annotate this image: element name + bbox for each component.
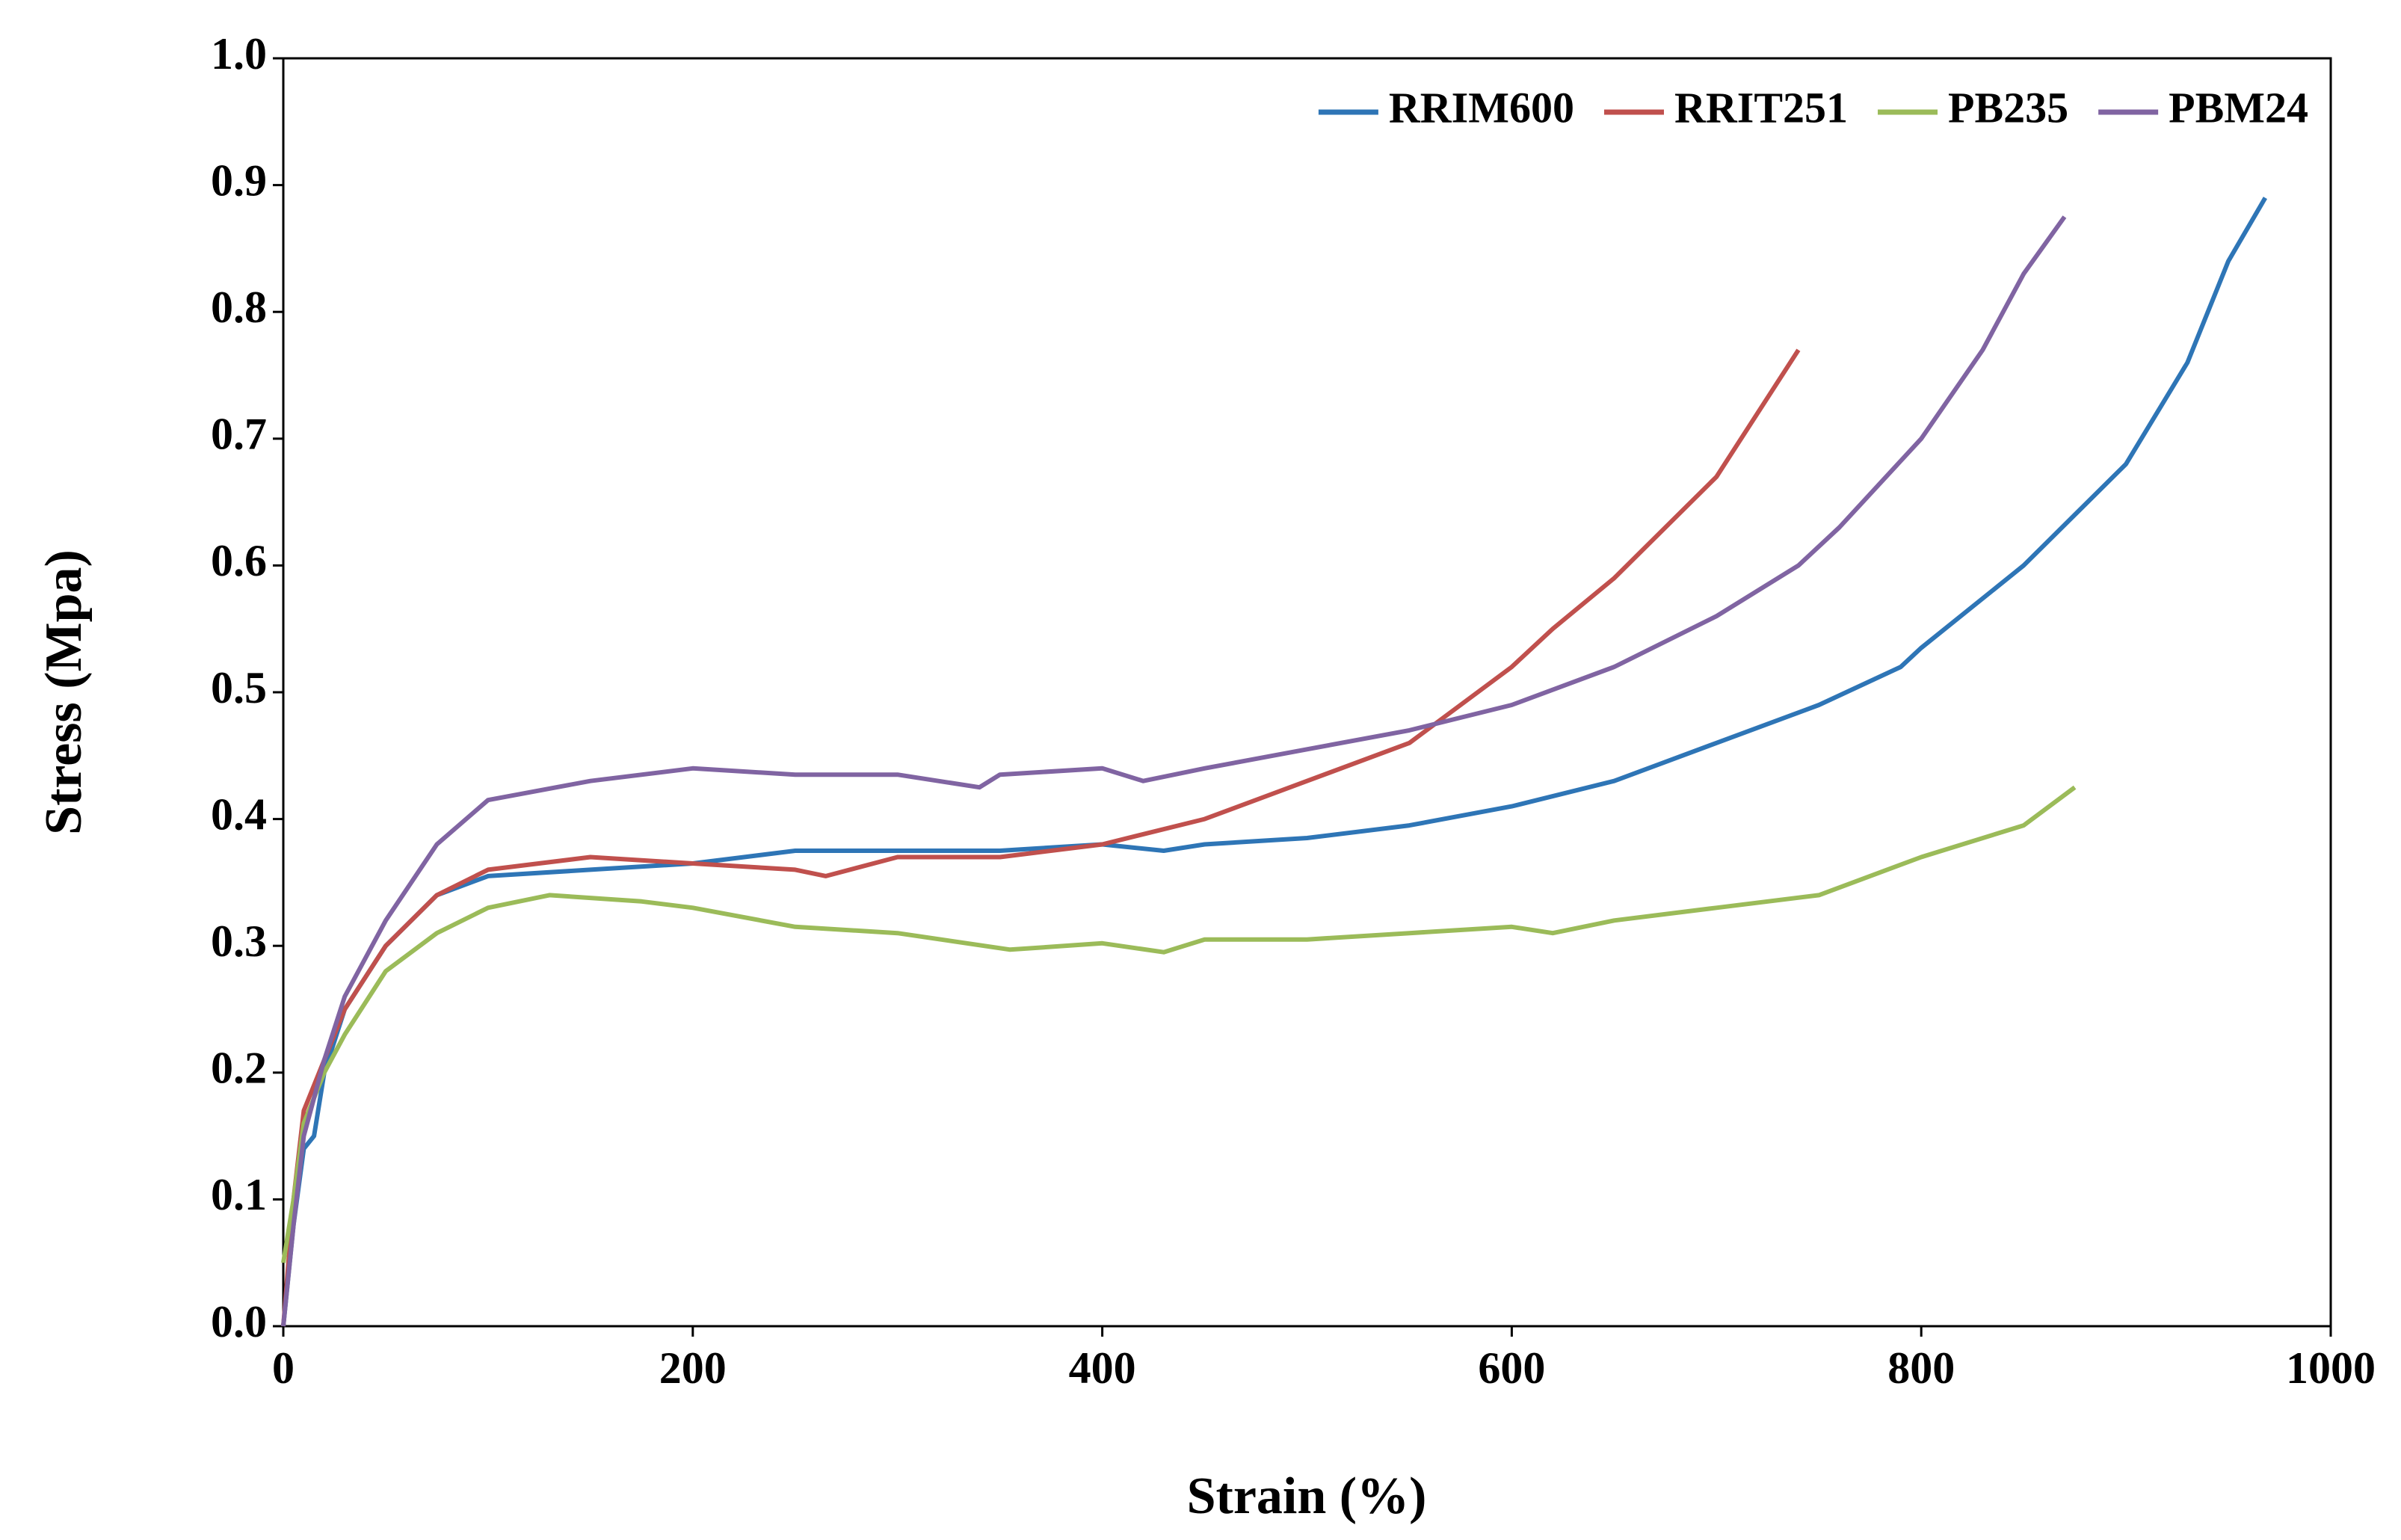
y-tick-label: 1.0 xyxy=(211,29,267,78)
x-axis-title: Strain (%) xyxy=(1187,1467,1427,1525)
series-line xyxy=(281,215,2067,1327)
y-tick-label: 0.0 xyxy=(211,1297,267,1346)
y-tick-label: 0.8 xyxy=(211,283,267,332)
x-tick-label: 600 xyxy=(1478,1343,1545,1393)
series-line xyxy=(281,348,1801,1327)
x-tick-label: 0 xyxy=(272,1343,295,1393)
x-tick-label: 800 xyxy=(1887,1343,1955,1393)
y-tick-label: 0.3 xyxy=(211,917,267,966)
y-tick-label: 0.1 xyxy=(211,1170,267,1219)
legend-label: RRIT251 xyxy=(1674,83,1848,132)
x-tick-label: 200 xyxy=(659,1343,727,1393)
y-tick-label: 0.5 xyxy=(211,663,267,712)
y-tick-label: 0.2 xyxy=(211,1044,267,1093)
x-tick-label: 1000 xyxy=(2286,1343,2376,1393)
x-tick-label: 400 xyxy=(1069,1343,1136,1393)
legend-label: PBM24 xyxy=(2169,83,2308,132)
series-line xyxy=(281,785,2077,1263)
plot-frame xyxy=(282,57,2332,1328)
legend-label: PB235 xyxy=(1948,83,2068,132)
legend-label: RRIM600 xyxy=(1389,83,1574,132)
y-tick-label: 0.7 xyxy=(211,410,267,459)
y-tick-label: 0.6 xyxy=(211,536,267,585)
series-line xyxy=(281,197,2267,1327)
y-tick-label: 0.9 xyxy=(211,155,267,205)
y-tick-label: 0.4 xyxy=(211,789,267,839)
y-axis-title: Stress (Mpa) xyxy=(35,549,93,835)
